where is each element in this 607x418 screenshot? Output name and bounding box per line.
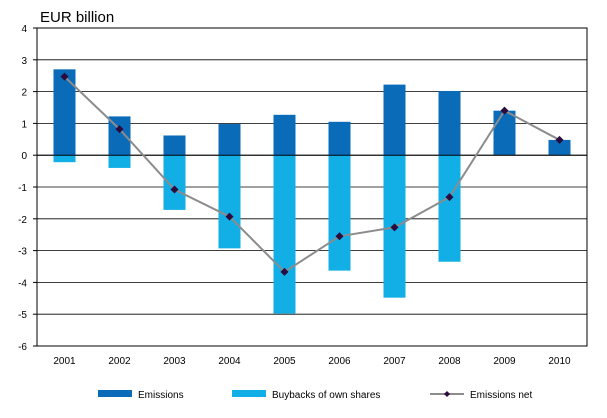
y-axis-label: EUR billion	[40, 9, 114, 26]
bar-buybacks-of-own-shares-2003	[163, 155, 186, 210]
x-tick-label: 2005	[273, 356, 296, 367]
x-tick-label: 2010	[548, 356, 571, 367]
legend-label: Emissions net	[470, 390, 532, 401]
y-tick-label: -4	[18, 278, 27, 289]
legend-label: Emissions	[138, 390, 184, 401]
point-emissions-net-2008	[445, 193, 454, 202]
legend: Emissions Buybacks of own shares Emissions…	[98, 390, 532, 401]
point-emissions-net-2009	[500, 106, 509, 115]
y-tick-label: 0	[21, 151, 27, 162]
legend-swatch	[98, 390, 132, 397]
y-tick-label: 3	[21, 56, 27, 67]
y-tick-label: -1	[18, 183, 27, 194]
point-emissions-net-2002	[115, 125, 124, 134]
bar-emissions-2003	[163, 135, 186, 156]
bar-emissions-2006	[328, 121, 351, 156]
x-tick-label: 2009	[493, 356, 516, 367]
point-emissions-net-2006	[335, 232, 344, 241]
bar-buybacks-of-own-shares-2002	[108, 155, 131, 168]
bars	[53, 69, 571, 314]
y-tick-label: 4	[21, 24, 27, 35]
x-tick-label: 2007	[383, 356, 406, 367]
bar-buybacks-of-own-shares-2005	[273, 155, 296, 314]
net-line	[60, 72, 564, 276]
y-tick-label: 1	[21, 119, 27, 130]
x-tick-label: 2004	[218, 356, 241, 367]
bar-buybacks-of-own-shares-2006	[328, 155, 351, 271]
point-emissions-net-2007	[390, 223, 399, 232]
y-tick-label: -5	[18, 310, 27, 321]
legend-swatch	[232, 390, 266, 397]
legend-label: Buybacks of own shares	[272, 390, 380, 401]
y-tick-label: -2	[18, 215, 27, 226]
point-emissions-net-2003	[170, 185, 179, 194]
x-tick-label: 2002	[108, 356, 131, 367]
bar-emissions-2002	[108, 116, 131, 156]
bar-emissions-2010	[548, 139, 571, 156]
x-tick-label: 2003	[163, 356, 186, 367]
bar-buybacks-of-own-shares-2004	[218, 155, 241, 249]
bar-emissions-2004	[218, 124, 241, 156]
point-emissions-net-2004	[225, 212, 234, 221]
gridlines	[37, 27, 587, 347]
bar-emissions-2009	[493, 110, 516, 156]
bar-emissions-2007	[383, 84, 406, 156]
point-emissions-net-2001	[60, 72, 69, 81]
y-tick-label: 2	[21, 88, 27, 99]
bar-emissions-2008	[438, 90, 461, 156]
bar-buybacks-of-own-shares-2001	[53, 155, 76, 163]
point-emissions-net-2010	[555, 135, 564, 144]
plot-frame	[33, 27, 588, 347]
x-tick-label: 2008	[438, 356, 461, 367]
bar-emissions-2005	[273, 114, 296, 156]
y-tick-label: -3	[18, 247, 27, 258]
x-tick-label: 2001	[53, 356, 76, 367]
point-emissions-net-2005	[280, 267, 289, 276]
x-tick-label: 2006	[328, 356, 351, 367]
bar-emissions-2001	[53, 69, 76, 156]
series-line-emissions-net	[63, 75, 560, 274]
y-tick-labels: 4 3 2 1 0 -1 -2 -3 -4 -5 -6	[18, 24, 27, 353]
bar-buybacks-of-own-shares-2008	[438, 155, 461, 262]
y-tick-label: -6	[18, 342, 27, 353]
legend-marker	[444, 391, 450, 397]
x-tick-labels: 2001 2002 2003 2004 2005 2006 2007 2008 2009 2010	[53, 356, 571, 367]
